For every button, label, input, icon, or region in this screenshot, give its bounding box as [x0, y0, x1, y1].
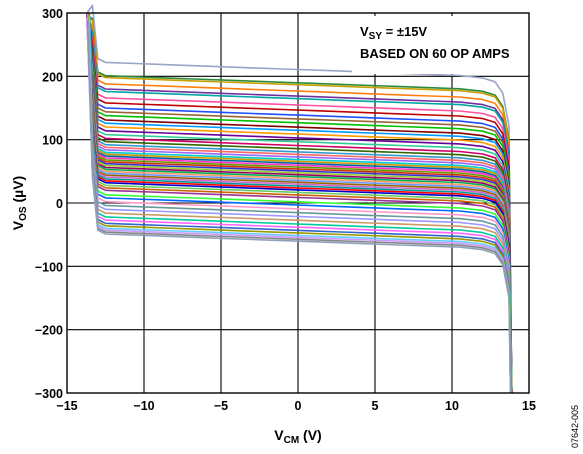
series-curve: [87, 15, 512, 392]
series-curve: [86, 15, 512, 394]
series-curve: [86, 15, 512, 394]
series-curve: [88, 12, 513, 391]
series-curve: [87, 23, 512, 392]
series-curve: [88, 23, 512, 394]
y-tick-label: 200: [42, 70, 63, 84]
x-axis-label-sub: CM: [284, 435, 300, 446]
series-curve: [87, 18, 512, 394]
series-curve: [87, 20, 512, 394]
x-tick-label: 10: [445, 399, 459, 413]
y-axis-label: VOS (µV): [10, 176, 29, 230]
y-tick-labels: 300 200 100 0 −100 −200 −300: [35, 7, 63, 401]
series-curve: [87, 22, 512, 394]
y-tick-label: 300: [42, 7, 63, 21]
x-axis-label-unit: (V): [299, 427, 322, 443]
series-curve: [86, 23, 512, 394]
x-tick-label: −10: [133, 399, 154, 413]
series-curve: [86, 22, 512, 394]
x-tick-label: −5: [214, 399, 228, 413]
series-curve: [87, 20, 512, 394]
y-tick-label: −200: [35, 324, 63, 338]
figure-code: 07642-005: [570, 405, 580, 448]
annotation-box: [352, 16, 525, 74]
series-curve: [88, 18, 513, 391]
y-tick-label: −300: [35, 387, 63, 401]
y-axis-label-sub: OS: [18, 206, 29, 221]
series-curve: [88, 15, 512, 392]
series-curve: [87, 14, 512, 394]
series-curve: [87, 15, 513, 394]
series-curve: [86, 12, 512, 392]
series-curve: [86, 20, 512, 392]
series-curve: [87, 23, 512, 392]
series-curve: [87, 23, 513, 391]
annotation-sample-size: BASED ON 60 OP AMPS: [360, 46, 510, 61]
y-tick-label: −100: [35, 260, 63, 274]
series-curve: [88, 20, 512, 392]
series-curve: [87, 12, 512, 394]
series-curve: [88, 20, 512, 394]
series-curve: [86, 20, 512, 394]
series-curve: [87, 12, 513, 394]
series-curve: [86, 23, 513, 391]
series-curve: [87, 12, 512, 394]
series-curve: [87, 20, 513, 391]
series-curve: [87, 23, 512, 394]
series-curve: [86, 20, 513, 394]
series-curve: [86, 18, 512, 392]
series-curve: [87, 15, 512, 394]
annotation-vsy: VSY = ±15V: [360, 24, 427, 42]
x-axis-label-main: V: [274, 427, 284, 443]
series-curve: [87, 20, 513, 391]
series-curve: [86, 18, 512, 394]
series-curve: [88, 15, 512, 394]
series-curves: [86, 4, 513, 394]
series-curve: [87, 20, 512, 394]
series-curve: [87, 18, 512, 394]
series-curve: [88, 20, 513, 394]
x-axis-label: VCM (V): [274, 427, 321, 446]
annotation-vsy-sub: SY: [369, 31, 383, 42]
series-curve: [87, 15, 512, 394]
plot-frame: [66, 12, 530, 394]
series-curve: [88, 12, 512, 394]
series-curve: [86, 18, 513, 391]
y-tick-label: 0: [56, 197, 63, 211]
y-axis-label-main: V: [10, 220, 26, 230]
y-axis-label-unit: (µV): [10, 176, 26, 207]
series-curve: [87, 18, 513, 394]
series-curve: [88, 17, 513, 394]
series-curve: [87, 12, 512, 394]
annotation-vsy-rest: = ±15V: [382, 24, 427, 39]
series-curve: [87, 18, 512, 392]
series-curve: [88, 18, 512, 394]
series-curve: [86, 12, 513, 394]
x-tick-label: 0: [295, 399, 302, 413]
series-curve: [88, 18, 512, 394]
series-curve: [87, 23, 513, 394]
series-curve: [87, 12, 513, 391]
series-curve: [88, 15, 513, 394]
annotation-vsy-main: V: [360, 24, 369, 39]
series-curve: [87, 15, 513, 391]
series-curve: [88, 23, 512, 394]
series-curve: [86, 4, 512, 394]
x-tick-label: 5: [372, 399, 379, 413]
series-curve: [87, 12, 512, 394]
x-tick-label: 15: [522, 399, 536, 413]
x-tick-label: −15: [56, 399, 77, 413]
y-tick-label: 100: [42, 134, 63, 148]
x-tick-labels: −15 −10 −5 0 5 10 15: [56, 399, 536, 413]
